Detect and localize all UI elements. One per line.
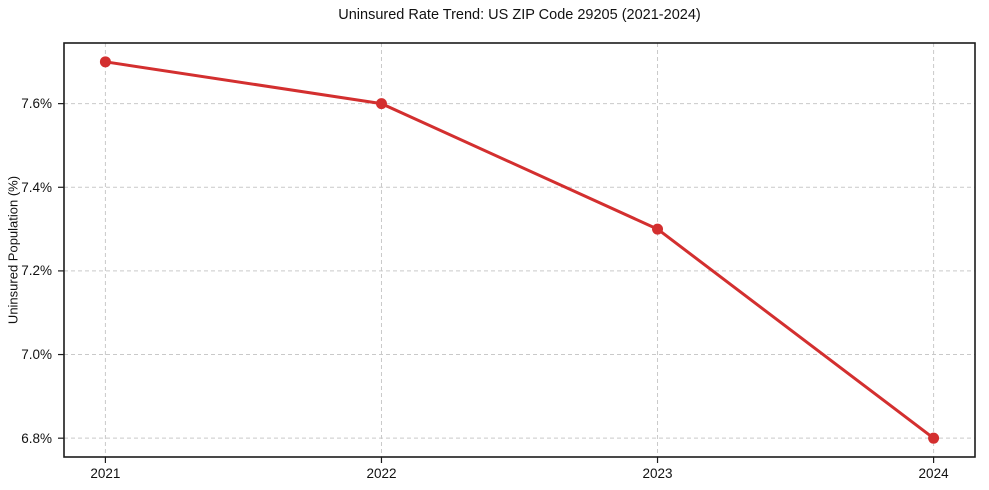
chart-title: Uninsured Rate Trend: US ZIP Code 29205 … — [338, 7, 701, 23]
y-tick-label: 6.8% — [21, 430, 52, 446]
y-axis-label: Uninsured Population (%) — [5, 175, 21, 325]
x-tick-label: 2024 — [918, 466, 949, 481]
y-tick-label: 7.4% — [21, 179, 52, 195]
data-point-marker — [99, 56, 111, 68]
data-point-marker — [652, 223, 664, 235]
x-tick-label: 2021 — [90, 466, 121, 481]
y-tick-label: 7.2% — [21, 263, 52, 279]
y-tick-label: 7.6% — [21, 96, 52, 112]
y-tick-label: 7.0% — [21, 347, 52, 363]
plot-spines — [63, 42, 976, 458]
trend-line — [103, 60, 936, 440]
x-tick-label: 2023 — [642, 466, 673, 481]
plot-area — [58, 42, 976, 463]
data-point-marker — [375, 98, 387, 110]
data-point-marker — [928, 432, 940, 444]
line-chart — [58, 42, 976, 463]
x-tick-label: 2022 — [366, 466, 397, 481]
